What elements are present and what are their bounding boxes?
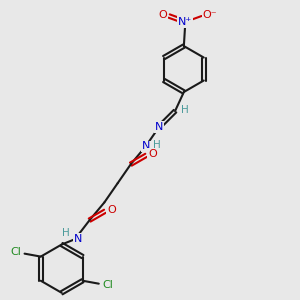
Text: Cl: Cl [10, 247, 21, 257]
Text: O⁻: O⁻ [202, 11, 217, 20]
Text: H: H [62, 228, 70, 238]
Text: H: H [182, 105, 189, 115]
Text: O: O [148, 149, 157, 159]
Text: Cl: Cl [102, 280, 113, 290]
Text: N: N [141, 142, 150, 152]
Text: N⁺: N⁺ [178, 17, 193, 27]
Text: H: H [153, 140, 160, 150]
Text: N: N [154, 122, 163, 132]
Text: O: O [107, 205, 116, 215]
Text: N: N [74, 234, 82, 244]
Text: O: O [158, 11, 167, 20]
